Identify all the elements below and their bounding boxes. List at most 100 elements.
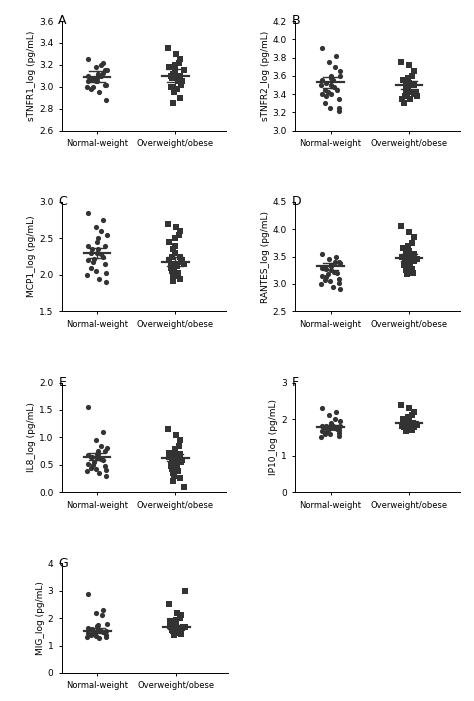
Point	[405, 251, 412, 262]
Text: C: C	[58, 196, 67, 208]
Point	[408, 263, 416, 274]
Point	[318, 43, 326, 54]
Point	[172, 627, 179, 639]
Point	[317, 278, 325, 290]
Point	[335, 93, 343, 104]
Point	[322, 90, 330, 102]
Point	[168, 458, 175, 469]
Point	[166, 621, 173, 632]
Point	[401, 90, 409, 102]
Point	[84, 627, 92, 639]
Point	[335, 273, 343, 284]
Point	[402, 262, 410, 273]
Point	[321, 274, 328, 285]
Point	[84, 54, 92, 65]
Point	[402, 423, 410, 435]
Point	[170, 475, 177, 486]
Point	[84, 254, 92, 266]
Point	[410, 79, 418, 90]
Text: A: A	[58, 15, 67, 27]
Point	[318, 426, 326, 437]
Point	[93, 625, 101, 636]
Point	[402, 81, 410, 93]
Point	[175, 626, 183, 637]
Point	[317, 79, 325, 90]
Point	[318, 88, 326, 100]
Point	[169, 451, 176, 462]
Point	[318, 262, 326, 273]
Point	[318, 420, 326, 431]
Point	[329, 421, 337, 432]
Point	[335, 425, 343, 436]
Point	[410, 267, 417, 278]
Point	[97, 454, 104, 465]
Point	[88, 74, 96, 85]
Point	[168, 624, 175, 635]
Point	[177, 79, 184, 90]
Point	[404, 411, 412, 423]
Point	[171, 60, 178, 71]
Point	[170, 275, 177, 286]
Point	[101, 79, 109, 90]
Point	[413, 419, 421, 430]
Point	[412, 418, 419, 429]
Point	[94, 68, 101, 79]
Point	[171, 64, 179, 76]
Point	[85, 588, 92, 599]
Point	[177, 256, 184, 267]
Text: B: B	[292, 15, 301, 27]
Point	[171, 264, 178, 275]
Point	[169, 269, 176, 280]
Point	[168, 463, 176, 475]
Point	[173, 83, 181, 95]
Point	[399, 414, 407, 425]
Point	[87, 83, 95, 95]
Point	[95, 632, 103, 644]
Point	[326, 275, 333, 287]
Point	[101, 240, 109, 251]
Point	[330, 423, 338, 434]
Point	[178, 610, 185, 621]
Point	[405, 416, 412, 428]
Point	[169, 454, 176, 465]
Point	[102, 268, 109, 279]
Point	[409, 70, 416, 81]
Point	[94, 233, 101, 244]
Point	[93, 236, 100, 247]
Point	[403, 418, 411, 429]
Point	[402, 252, 410, 264]
Point	[84, 402, 92, 413]
Point	[103, 443, 110, 454]
Point	[318, 75, 326, 86]
Point	[83, 269, 91, 280]
Point	[103, 229, 110, 240]
Point	[403, 268, 411, 280]
Point	[172, 625, 179, 636]
Point	[174, 623, 182, 634]
Point	[88, 74, 95, 85]
Point	[176, 473, 183, 484]
Point	[324, 425, 332, 436]
Point	[402, 416, 410, 427]
Point	[398, 221, 405, 232]
Point	[321, 97, 328, 109]
Point	[169, 626, 177, 637]
Point	[176, 435, 184, 446]
Point	[172, 222, 180, 233]
Point	[402, 417, 410, 428]
Text: D: D	[292, 196, 301, 208]
Point	[405, 414, 412, 426]
Point	[168, 72, 176, 83]
Point	[100, 626, 107, 637]
Point	[83, 465, 91, 477]
Point	[177, 629, 184, 640]
Point	[413, 254, 421, 265]
Point	[328, 88, 335, 100]
Point	[84, 622, 92, 634]
Point	[333, 267, 340, 278]
Point	[169, 72, 176, 83]
Point	[405, 78, 412, 89]
Point	[84, 207, 92, 219]
Point	[102, 79, 109, 90]
Point	[92, 76, 100, 87]
